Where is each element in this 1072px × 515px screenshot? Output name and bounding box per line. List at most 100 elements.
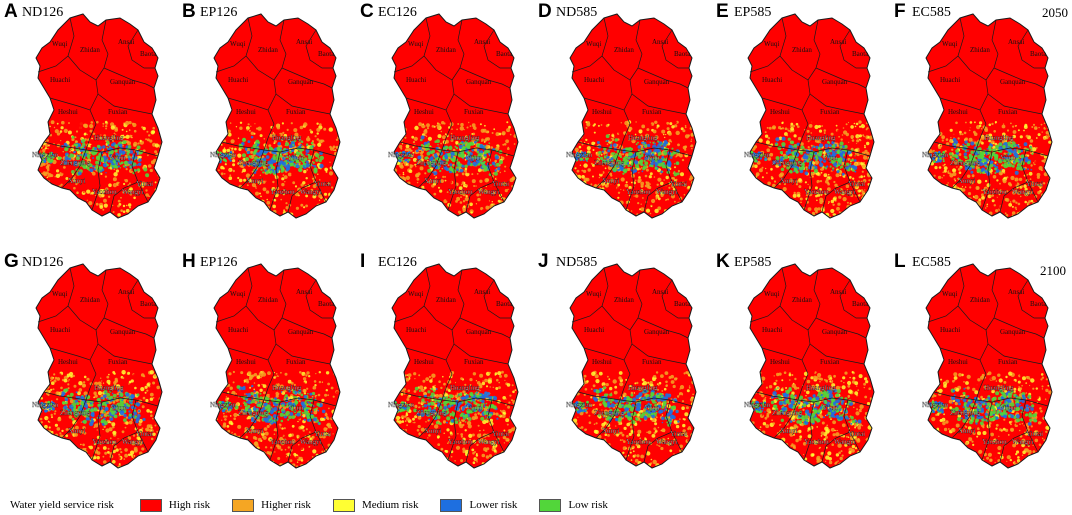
panel-letter: D bbox=[538, 1, 552, 22]
county-label-ganquan: Ganquan bbox=[1000, 328, 1026, 336]
county-label-wuqi: Wuqi bbox=[764, 290, 779, 298]
region-outline bbox=[391, 263, 519, 469]
county-boundaries bbox=[37, 267, 159, 463]
county-label-yaozhou: Yaozhou bbox=[626, 188, 651, 196]
county-label-baota: Baota bbox=[140, 50, 157, 58]
county-label-wangyi: Wangyi bbox=[834, 188, 856, 196]
region-outline bbox=[35, 13, 163, 219]
risk-map: Wuqi Zhidan Ansai Baota Huachi Ganquan Heshui F… bbox=[210, 263, 341, 469]
county-label-ganquan: Ganquan bbox=[644, 78, 670, 86]
county-label-ansai: Ansai bbox=[1008, 288, 1024, 296]
county-label-ganquan: Ganquan bbox=[644, 328, 670, 336]
county-label-huachi: Huachi bbox=[50, 76, 70, 84]
map-panel-k: K EP585 Wuqi Zhidan Ansai Baota Huachi Ganquan H… bbox=[712, 250, 882, 492]
map-panel-b: B EP126 Wuqi Zhidan Ansai Baota Huachi Ganquan H… bbox=[178, 0, 348, 242]
county-label-heshui: Heshui bbox=[414, 358, 434, 366]
county-label-ningxian: Ningxian bbox=[388, 401, 415, 409]
county-label-xunyi: Xunyi bbox=[958, 177, 976, 185]
county-label-zhengning: Zhengning bbox=[594, 159, 625, 167]
county-label-fuxian: Fuxian bbox=[998, 358, 1018, 366]
risk-map: Wuqi Zhidan Ansai Baota Huachi Ganquan Heshui F… bbox=[566, 13, 697, 219]
county-label-xunyi: Xunyi bbox=[424, 177, 442, 185]
county-label-ningxian: Ningxian bbox=[922, 401, 949, 409]
county-label-baota: Baota bbox=[1030, 300, 1047, 308]
county-boundaries bbox=[749, 17, 871, 213]
county-label-huachi: Huachi bbox=[762, 326, 782, 334]
county-label-huachi: Huachi bbox=[584, 76, 604, 84]
panel-scenario-label: EP585 bbox=[734, 5, 772, 20]
county-label-ganquan: Ganquan bbox=[1000, 78, 1026, 86]
county-label-yaozhou: Yaozhou bbox=[448, 188, 473, 196]
county-label-ganquan: Ganquan bbox=[110, 78, 136, 86]
risk-raster bbox=[926, 14, 1052, 218]
county-label-fuxian: Fuxian bbox=[108, 108, 128, 116]
county-label-xunyi: Xunyi bbox=[424, 427, 442, 435]
county-boundaries bbox=[571, 17, 693, 213]
county-label-ganquan: Ganquan bbox=[466, 78, 492, 86]
county-label-ansai: Ansai bbox=[474, 38, 490, 46]
county-label-huangling: Huangling bbox=[272, 134, 302, 142]
county-label-fuxian: Fuxian bbox=[998, 108, 1018, 116]
county-label-zhidan: Zhidan bbox=[436, 296, 456, 304]
county-label-ansai: Ansai bbox=[118, 288, 134, 296]
county-label-wangyi: Wangyi bbox=[478, 438, 500, 446]
county-label-fuxian: Fuxian bbox=[464, 108, 484, 116]
map-panel-c: C EC126 Wuqi Zhidan Ansai Baota Huachi Ganquan H… bbox=[356, 0, 526, 242]
county-label-huachi: Huachi bbox=[940, 326, 960, 334]
county-label-wuqi: Wuqi bbox=[230, 290, 245, 298]
county-label-heshui: Heshui bbox=[592, 108, 612, 116]
county-label-zhengning: Zhengning bbox=[60, 159, 91, 167]
county-label-yaozhou: Yaozhou bbox=[982, 188, 1007, 196]
region-outline bbox=[925, 263, 1053, 469]
county-label-yaozhou: Yaozhou bbox=[982, 438, 1007, 446]
county-label-xunyi: Xunyi bbox=[68, 427, 86, 435]
county-label-huangling: Huangling bbox=[806, 384, 836, 392]
county-label-yaozhou: Yaozhou bbox=[804, 188, 829, 196]
map-panel-e: E EP585 Wuqi Zhidan Ansai Baota Huachi Ganquan H… bbox=[712, 0, 882, 242]
region-outline bbox=[391, 13, 519, 219]
legend-label-higher: Higher risk bbox=[261, 499, 311, 511]
county-label-wangyi: Wangyi bbox=[478, 188, 500, 196]
county-label-heshui: Heshui bbox=[58, 358, 78, 366]
region-outline bbox=[747, 13, 875, 219]
county-label-yijun: Yijun bbox=[822, 154, 838, 162]
county-label-yintai: Yintai bbox=[848, 180, 865, 188]
legend-item-higher-risk: Higher risk bbox=[232, 498, 311, 512]
county-label-yaozhou: Yaozhou bbox=[270, 438, 295, 446]
county-label-zhengning: Zhengning bbox=[60, 409, 91, 417]
county-label-heshui: Heshui bbox=[58, 108, 78, 116]
legend-swatch-medium bbox=[332, 498, 355, 512]
panel-letter: J bbox=[538, 251, 549, 272]
county-label-yijun: Yijun bbox=[466, 404, 482, 412]
county-label-huangling: Huangling bbox=[94, 384, 124, 392]
county-label-baota: Baota bbox=[674, 300, 691, 308]
county-boundaries bbox=[393, 267, 515, 463]
county-label-wuqi: Wuqi bbox=[586, 290, 601, 298]
region-outline bbox=[569, 263, 697, 469]
county-label-ganquan: Ganquan bbox=[822, 78, 848, 86]
county-boundaries bbox=[37, 17, 159, 213]
county-label-baota: Baota bbox=[674, 50, 691, 58]
legend-item-high-risk: High risk bbox=[139, 498, 210, 512]
risk-map: Wuqi Zhidan Ansai Baota Huachi Ganquan Heshui F… bbox=[32, 13, 163, 219]
county-label-zhengning: Zhengning bbox=[238, 159, 269, 167]
risk-raster bbox=[570, 14, 696, 218]
legend-label-lower: Lower risk bbox=[469, 499, 518, 511]
region-outline bbox=[747, 263, 875, 469]
county-label-yintai: Yintai bbox=[492, 430, 509, 438]
county-label-zhengning: Zhengning bbox=[950, 159, 981, 167]
legend-swatch-high bbox=[139, 498, 162, 512]
county-label-wangyi: Wangyi bbox=[656, 438, 678, 446]
map-panel-d: D ND585 Wuqi Zhidan Ansai Baota Huachi Ganquan H… bbox=[534, 0, 704, 242]
panel-letter: G bbox=[4, 251, 19, 272]
county-label-zhidan: Zhidan bbox=[258, 46, 278, 54]
county-label-zhidan: Zhidan bbox=[80, 46, 100, 54]
county-label-baota: Baota bbox=[318, 300, 335, 308]
panel-letter: B bbox=[182, 1, 196, 22]
county-label-ningxian: Ningxian bbox=[566, 401, 593, 409]
county-label-huachi: Huachi bbox=[50, 326, 70, 334]
county-boundaries bbox=[927, 267, 1049, 463]
county-label-huangling: Huangling bbox=[94, 134, 124, 142]
county-label-heshui: Heshui bbox=[592, 358, 612, 366]
county-label-zhidan: Zhidan bbox=[436, 46, 456, 54]
